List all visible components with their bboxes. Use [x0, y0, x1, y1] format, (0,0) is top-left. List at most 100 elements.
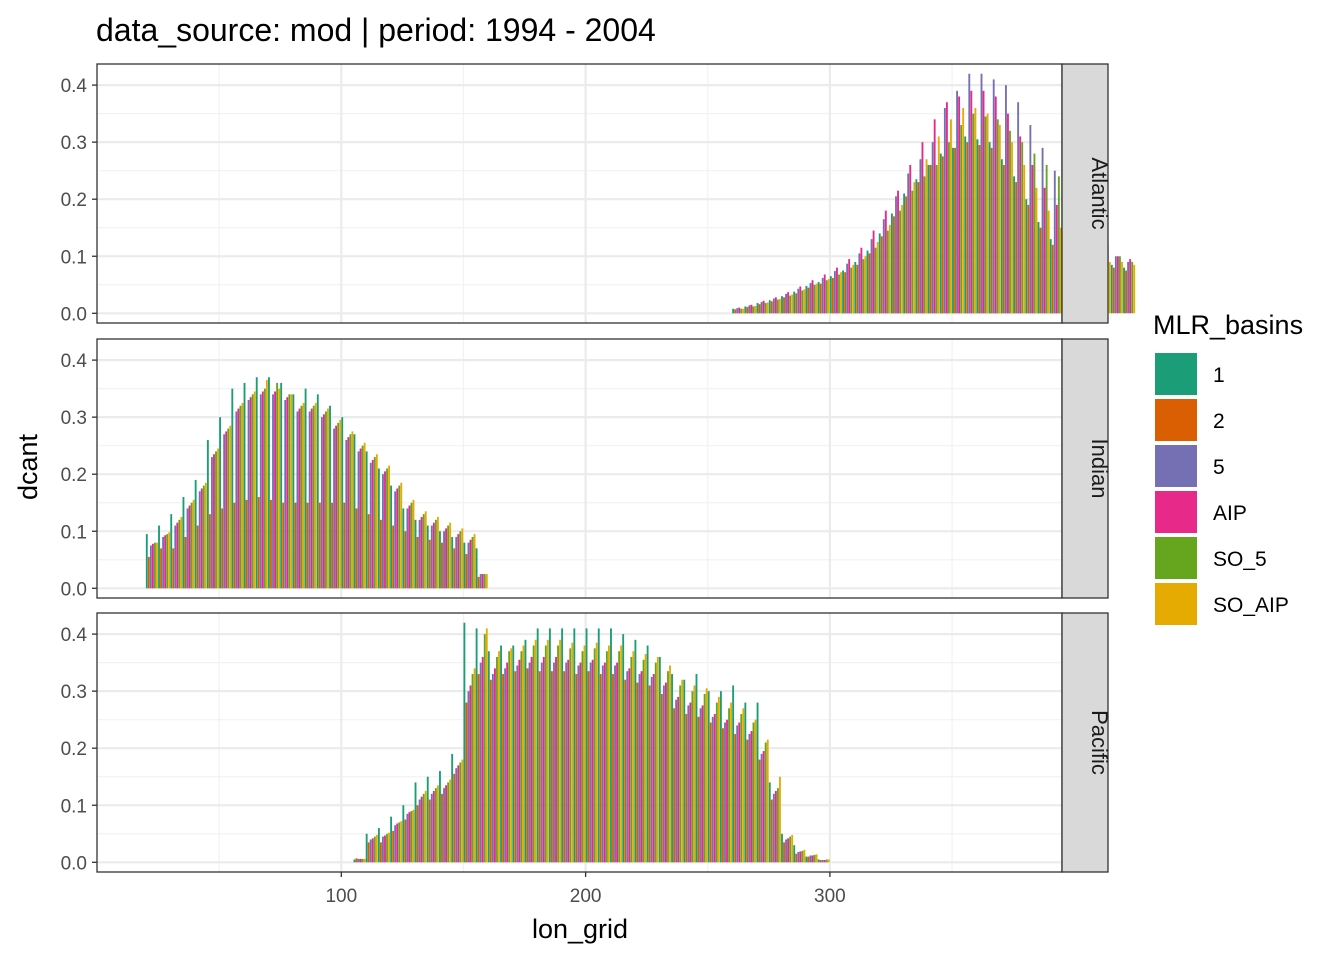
- bar-indian-series-SO_5: [361, 445, 364, 589]
- bar-atlantic-series-5: [785, 293, 787, 314]
- y-tick-label: 0.2: [61, 190, 87, 211]
- bar-indian-series-1: [219, 417, 222, 589]
- bar-atlantic-series-SO_AIP: [754, 305, 757, 314]
- bar-atlantic-series-2: [856, 264, 859, 314]
- bar-atlantic-series-AIP: [1019, 136, 1022, 314]
- bar-pacific-series-5: [577, 665, 580, 863]
- bar-atlantic-series-AIP: [1116, 256, 1119, 314]
- bar-atlantic-series-SO_AIP: [1035, 187, 1038, 314]
- bar-atlantic-series-AIP: [774, 297, 777, 314]
- bar-atlantic-series-5: [797, 288, 800, 314]
- bar-pacific-series-SO_AIP: [510, 648, 513, 863]
- bar-pacific-series-SO_5: [752, 722, 755, 863]
- bar-pacific-series-5: [406, 813, 409, 863]
- bar-pacific-series-SO_5: [703, 694, 706, 863]
- bar-pacific-series-5: [369, 839, 372, 863]
- bar-pacific-series-2: [551, 671, 553, 863]
- bar-atlantic-series-AIP: [823, 274, 826, 314]
- bar-pacific-series-2: [355, 858, 358, 863]
- bar-indian-series-AIP: [286, 397, 289, 589]
- legend-label-AIP: AIP: [1213, 502, 1247, 525]
- bar-pacific-series-AIP: [689, 702, 692, 863]
- bar-pacific-series-2: [465, 702, 468, 863]
- legend-label-5: 5: [1213, 456, 1225, 479]
- bar-pacific-series-SO_5: [825, 859, 828, 863]
- bar-indian-series-AIP: [274, 391, 276, 589]
- bar-atlantic-series-5: [772, 298, 775, 314]
- bar-pacific-series-2: [734, 733, 737, 863]
- bar-pacific-series-2: [587, 671, 590, 863]
- bar-pacific-series-AIP: [665, 682, 667, 863]
- bar-pacific-series-1: [683, 679, 686, 863]
- bar-atlantic-series-1: [817, 281, 820, 314]
- bar-atlantic-series-1: [1025, 199, 1028, 314]
- bar-indian-series-AIP: [322, 414, 325, 589]
- bar-atlantic-series-SO_5: [1119, 256, 1121, 314]
- bar-pacific-series-SO_5: [691, 691, 694, 863]
- bar-indian-series-5: [198, 491, 201, 589]
- bar-atlantic-series-SO_5: [1009, 130, 1011, 314]
- bar-pacific-series-2: [807, 856, 810, 863]
- bar-atlantic-series-AIP: [884, 210, 887, 314]
- bar-pacific-series-AIP: [616, 662, 619, 863]
- bar-pacific-series-SO_5: [459, 762, 462, 863]
- bar-pacific-series-SO_AIP: [717, 696, 720, 863]
- bar-atlantic-series-1: [744, 306, 747, 314]
- y-axis-title: dcant: [13, 433, 43, 500]
- x-axis-title: lon_grid: [532, 914, 628, 944]
- bar-pacific-series-AIP: [823, 860, 826, 863]
- bar-atlantic-series-AIP: [982, 90, 985, 314]
- bar-indian-series-AIP: [408, 505, 411, 589]
- bar-pacific-series-SO_AIP: [803, 849, 806, 863]
- bar-pacific-series-2: [624, 679, 627, 863]
- bar-indian-series-5: [382, 474, 384, 589]
- bar-atlantic-series-2: [783, 297, 785, 314]
- facet-strip: [1061, 63, 1109, 324]
- bar-pacific-series-AIP: [591, 659, 594, 863]
- bar-pacific-series-SO_AIP: [473, 668, 476, 863]
- bar-pacific-series-1: [610, 628, 612, 863]
- bar-atlantic-series-AIP: [909, 164, 912, 314]
- facet-label-atlantic: Atlantic: [1087, 157, 1112, 229]
- facet-panel-indian: Indian 0.0 0.1 0.2 0.3 0.4: [61, 338, 1112, 600]
- bar-atlantic-series-1: [805, 285, 808, 314]
- legend: MLR_basins 1 2 5 AIP SO_5 SO_AIP: [1153, 310, 1303, 625]
- bar-pacific-series-2: [599, 674, 602, 863]
- bar-indian-series-5: [357, 451, 360, 589]
- bar-atlantic-series-2: [1125, 270, 1127, 314]
- bar-atlantic-series-AIP: [848, 259, 851, 314]
- y-tick-label: 0.2: [61, 739, 87, 760]
- bar-indian-series-2: [184, 536, 187, 589]
- bar-indian-series-1: [280, 382, 283, 589]
- bar-pacific-series-AIP: [530, 656, 533, 863]
- bar-atlantic-series-SO_5: [947, 142, 950, 314]
- bar-indian-series-SO_5: [386, 468, 388, 589]
- legend-key-5: [1155, 445, 1197, 487]
- bar-pacific-series-SO_5: [532, 645, 535, 863]
- bar-indian-series-AIP: [176, 522, 179, 589]
- bar-indian-series-AIP: [420, 516, 423, 589]
- bar-pacific-series-AIP: [750, 731, 753, 863]
- bar-indian-series-5: [394, 491, 397, 589]
- bar-pacific-series-SO_5: [593, 648, 596, 863]
- bar-indian-series-1: [463, 542, 466, 589]
- bar-indian-series-SO_5: [422, 514, 425, 589]
- bar-indian-series-5: [284, 400, 287, 589]
- bar-indian-series-AIP: [298, 408, 301, 589]
- bar-indian-series-5: [247, 400, 250, 589]
- bar-indian-series-SO_AIP: [204, 482, 207, 589]
- legend-key-2: [1155, 399, 1197, 441]
- bar-indian-series-SO_AIP: [241, 402, 244, 589]
- bar-pacific-series-AIP: [726, 719, 728, 863]
- bar-atlantic-series-5: [1005, 85, 1007, 314]
- bar-atlantic-series-5: [846, 263, 849, 314]
- bar-atlantic-series-SO_AIP: [1121, 261, 1123, 314]
- bar-indian-series-SO_AIP: [339, 420, 342, 589]
- bar-indian-series-5: [345, 439, 348, 589]
- bar-atlantic-series-AIP: [1043, 187, 1046, 314]
- bar-indian-series-2: [208, 514, 211, 589]
- bar-atlantic-series-SO_AIP: [779, 299, 781, 314]
- bar-atlantic-series-5: [968, 73, 971, 314]
- bar-indian-series-2: [355, 508, 358, 589]
- bar-pacific-series-SO_5: [801, 850, 804, 863]
